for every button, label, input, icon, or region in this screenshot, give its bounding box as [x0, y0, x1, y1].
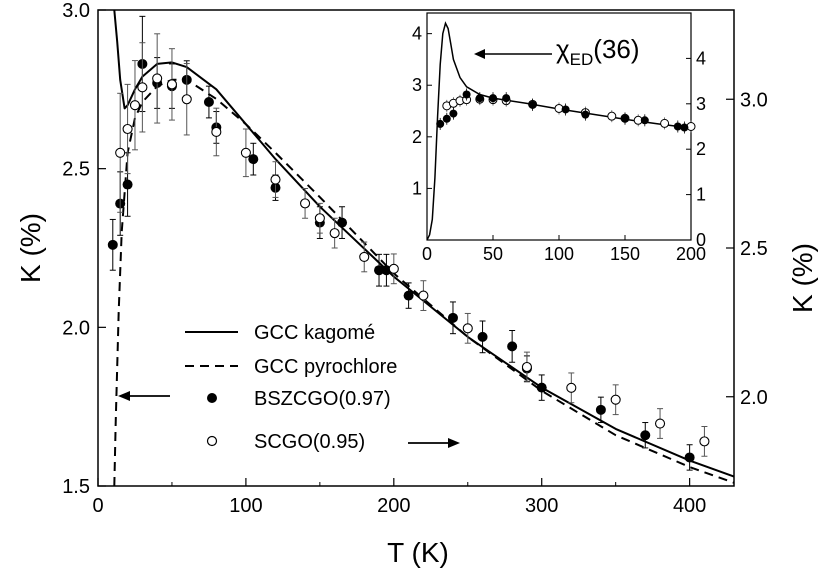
scgo-point — [240, 147, 251, 158]
scgo-point — [610, 394, 621, 405]
bszcgo-point — [374, 265, 385, 276]
inset-y-left-tick-label: 4 — [412, 24, 422, 44]
legend: GCC kagomé GCC pyrochlore BSZCGO(0.97) S… — [185, 322, 397, 453]
y-right-tick-label: 3.0 — [740, 89, 768, 111]
bszcgo-point — [684, 452, 695, 463]
bszcgo-point — [107, 239, 118, 250]
x-tick-label: 200 — [377, 495, 410, 517]
inset-annotation-sub: ED — [570, 50, 594, 69]
inset-annotation-arrow — [474, 49, 552, 59]
inset-bszcgo-point — [502, 94, 511, 103]
inset-annotation-tail: (36) — [593, 34, 639, 64]
inset-y-left-tick-label: 2 — [412, 127, 422, 147]
kagome-curve — [113, 10, 734, 478]
left-axis-arrow — [118, 391, 170, 401]
inset-bszcgo-point — [621, 114, 629, 123]
scgo-point — [129, 100, 141, 111]
inset-bszcgo-point — [561, 105, 570, 114]
inset-y-right-tick-label: 3 — [696, 94, 706, 114]
inset-y-right-tick-label: 2 — [696, 139, 706, 159]
y-left-tick-label: 2.0 — [62, 317, 90, 339]
bszcgo-point — [640, 430, 651, 441]
scgo-point — [359, 251, 370, 262]
x-tick-label: 0 — [92, 495, 103, 517]
scgo-point — [329, 228, 340, 239]
legend-bszcgo-marker — [207, 393, 217, 403]
inset-bszcgo-point — [680, 123, 689, 132]
inset-bszcgo-point — [528, 100, 537, 109]
inset-bszcgo-point — [673, 122, 682, 131]
scgo-point — [270, 174, 281, 185]
inset-bszcgo-point — [449, 109, 458, 118]
bszcgo-point — [447, 312, 458, 323]
inset-x-tick-label: 150 — [610, 244, 640, 264]
bszcgo-point — [122, 179, 133, 190]
inset-bszcgo-point — [442, 114, 451, 123]
inset-annotation: χED(36) — [556, 34, 640, 69]
right-axis-arrow — [408, 438, 460, 448]
scgo-point — [699, 436, 710, 447]
scgo-point — [137, 82, 148, 93]
inset-bszcgo-point — [489, 94, 497, 103]
inset-bszcgo-point — [475, 94, 484, 103]
inset-y-right-tick-label: 1 — [696, 185, 706, 205]
y-right-tick-label: 2.0 — [740, 387, 768, 409]
bszcgo-point — [595, 404, 606, 415]
scgo-point — [314, 213, 325, 224]
legend-scgo-label: SCGO(0.95) — [254, 431, 365, 453]
legend-bszcgo-label: BSZCGO(0.97) — [254, 388, 391, 410]
inset-bszcgo-point — [462, 90, 471, 99]
inset-annotation-chi: χ — [556, 34, 570, 64]
y-axis-label-right: K (%) — [787, 243, 818, 313]
y-left-tick-label: 3.0 — [62, 0, 90, 22]
scgo-point — [300, 198, 311, 209]
inset-bszcgo-point — [640, 116, 649, 125]
scgo-point — [654, 418, 666, 429]
bszcgo-point — [477, 331, 488, 342]
inset-y-left-tick-label: 3 — [412, 75, 422, 95]
legend-kagome-label: GCC kagomé — [254, 322, 375, 344]
x-tick-label: 100 — [229, 495, 262, 517]
inset-y-right-tick-label: 0 — [696, 230, 706, 250]
inset-x-tick-label: 50 — [483, 244, 503, 264]
scgo-point — [462, 323, 473, 334]
x-tick-label: 300 — [525, 495, 558, 517]
inset-y-right-tick-label: 4 — [696, 48, 706, 68]
x-tick-label: 400 — [673, 495, 706, 517]
scgo-point — [122, 123, 133, 135]
bszcgo-point — [337, 217, 348, 228]
legend-scgo-marker — [206, 435, 218, 447]
scgo-point — [388, 263, 399, 274]
y-left-tick-label: 2.5 — [62, 159, 90, 181]
legend-pyrochlore-label: GCC pyrochlore — [254, 356, 397, 378]
inset-x-tick-label: 200 — [676, 244, 706, 264]
scgo-point — [566, 382, 577, 393]
pyrochlore-curve — [113, 78, 734, 486]
inset-frame — [426, 12, 692, 241]
inset-scgo-point — [607, 111, 617, 121]
scgo-point — [521, 361, 532, 373]
scgo-point — [418, 290, 429, 301]
scgo-point — [166, 79, 178, 90]
scgo-point — [152, 73, 163, 84]
y-axis-label-left: K (%) — [15, 213, 46, 283]
inset-y-left-tick-label: 1 — [412, 178, 422, 198]
bszcgo-point — [507, 341, 518, 352]
inset-bszcgo-point — [581, 110, 590, 119]
scgo-point — [181, 94, 192, 105]
inset-x-tick-label: 0 — [422, 244, 432, 264]
bszcgo-point — [248, 154, 259, 165]
bszcgo-point — [403, 290, 414, 301]
scgo-point — [115, 147, 126, 158]
bszcgo-point — [203, 97, 214, 108]
y-left-tick-label: 1.5 — [62, 476, 90, 498]
bszcgo-point — [536, 382, 547, 393]
x-axis-label: T (K) — [387, 537, 449, 568]
scgo-point — [211, 126, 222, 138]
inset-x-tick-label: 100 — [544, 244, 574, 264]
inset-scgo-point — [660, 118, 670, 128]
y-right-tick-label: 2.5 — [740, 238, 768, 260]
inset-bszcgo-point — [436, 119, 445, 128]
